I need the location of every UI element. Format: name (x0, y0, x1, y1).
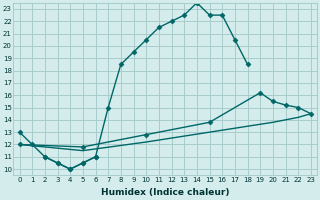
X-axis label: Humidex (Indice chaleur): Humidex (Indice chaleur) (101, 188, 229, 197)
